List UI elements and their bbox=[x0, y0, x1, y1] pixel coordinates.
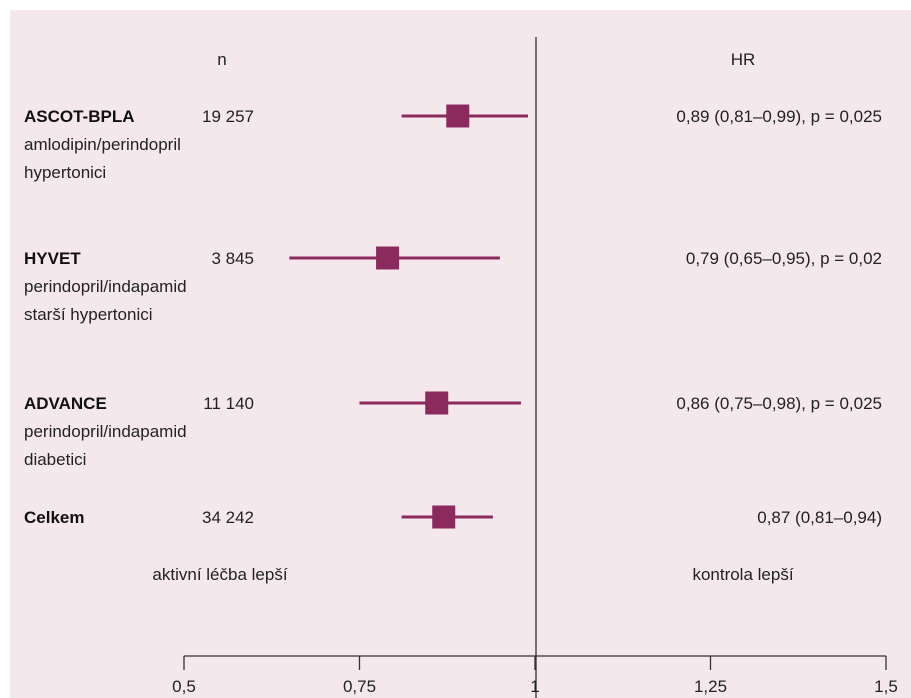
study-n: 3 845 bbox=[211, 249, 254, 268]
study-subline: diabetici bbox=[24, 450, 86, 469]
x-tick-label: 1,25 bbox=[694, 677, 727, 696]
right-direction-label: kontrola lepší bbox=[692, 565, 793, 584]
hr-marker bbox=[446, 104, 470, 128]
study-subline: hypertonici bbox=[24, 163, 106, 182]
study-subline: perindopril/indapamid bbox=[24, 422, 187, 441]
study-subline: starší hypertonici bbox=[24, 305, 153, 324]
study-name: ASCOT-BPLA bbox=[24, 107, 135, 126]
header-n: n bbox=[217, 50, 226, 69]
x-tick-label: 0,5 bbox=[172, 677, 196, 696]
study-row: ADVANCE 11 140 perindopril/indapamid diabet… bbox=[24, 391, 882, 469]
x-axis: 0,5 0,75 1 1,25 1,5 bbox=[172, 655, 898, 696]
study-row: HYVET 3 845 perindopril/indapamid starší hy… bbox=[24, 246, 882, 324]
study-row: ASCOT-BPLA 19 257 amlodipin/perindopril hyp… bbox=[24, 104, 882, 182]
headers: n HR bbox=[217, 50, 755, 69]
study-n: 19 257 bbox=[202, 107, 254, 126]
result-text: 0,89 (0,81–0,99), p = 0,025 bbox=[676, 107, 882, 126]
study-name: Celkem bbox=[24, 508, 84, 527]
direction-labels: aktivní léčba lepší kontrola lepší bbox=[152, 565, 793, 584]
hr-marker bbox=[376, 246, 400, 270]
study-row: Celkem 34 242 0,87 (0,81–0,94) bbox=[24, 505, 882, 529]
x-tick-label: 1,5 bbox=[874, 677, 898, 696]
study-subline: amlodipin/perindopril bbox=[24, 135, 181, 154]
left-direction-label: aktivní léčba lepší bbox=[152, 565, 287, 584]
study-n: 11 140 bbox=[203, 394, 254, 413]
x-tick-label: 1 bbox=[530, 677, 539, 696]
result-text: 0,86 (0,75–0,98), p = 0,025 bbox=[676, 394, 882, 413]
study-name: ADVANCE bbox=[24, 394, 107, 413]
result-text: 0,87 (0,81–0,94) bbox=[757, 508, 882, 527]
study-n: 34 242 bbox=[202, 508, 254, 527]
study-name: HYVET bbox=[24, 249, 81, 268]
result-text: 0,79 (0,65–0,95), p = 0,02 bbox=[686, 249, 882, 268]
study-rows: ASCOT-BPLA 19 257 amlodipin/perindopril hyp… bbox=[24, 104, 882, 529]
hr-marker bbox=[425, 391, 449, 415]
x-tick-label: 0,75 bbox=[343, 677, 376, 696]
header-hr: HR bbox=[731, 50, 756, 69]
study-subline: perindopril/indapamid bbox=[24, 277, 187, 296]
hr-marker bbox=[432, 505, 456, 529]
